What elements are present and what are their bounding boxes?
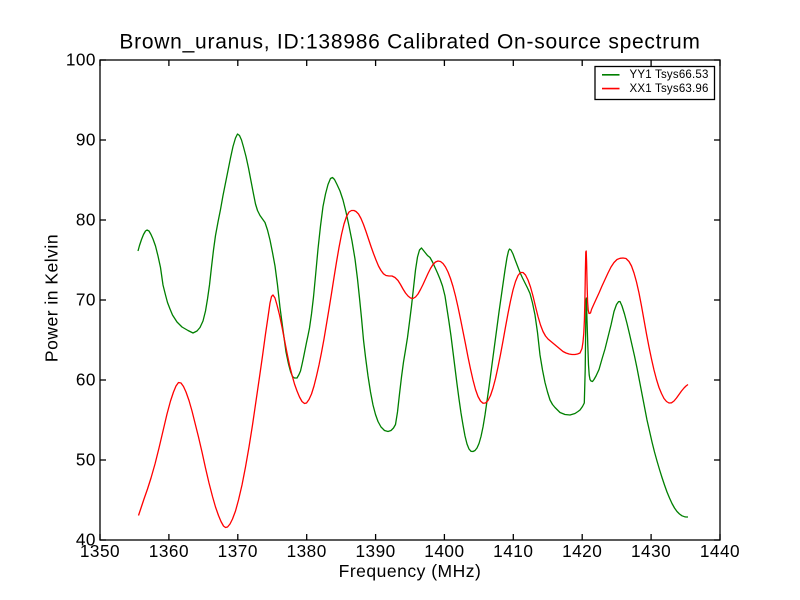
svg-text:Brown_uranus, ID:138986 Calibr: Brown_uranus, ID:138986 Calibrated On-so… (119, 31, 700, 54)
svg-text:90: 90 (76, 130, 96, 150)
svg-text:40: 40 (76, 530, 96, 550)
svg-text:1380: 1380 (287, 541, 327, 561)
svg-text:1360: 1360 (149, 541, 189, 561)
svg-text:50: 50 (76, 450, 96, 470)
svg-text:1410: 1410 (493, 541, 533, 561)
svg-text:1420: 1420 (562, 541, 602, 561)
svg-text:YY1 Tsys66.53: YY1 Tsys66.53 (630, 69, 709, 81)
svg-text:1350: 1350 (80, 541, 120, 561)
svg-text:100: 100 (66, 50, 96, 70)
svg-text:Frequency (MHz): Frequency (MHz) (339, 561, 482, 581)
svg-text:XX1 Tsys63.96: XX1 Tsys63.96 (630, 83, 709, 95)
svg-text:Power in Kelvin: Power in Kelvin (42, 234, 62, 362)
svg-text:1390: 1390 (355, 541, 395, 561)
svg-text:60: 60 (76, 370, 96, 390)
svg-text:70: 70 (76, 290, 96, 310)
svg-text:1400: 1400 (424, 541, 464, 561)
svg-text:1440: 1440 (700, 541, 740, 561)
svg-text:1370: 1370 (218, 541, 258, 561)
svg-text:80: 80 (76, 210, 96, 230)
svg-text:1430: 1430 (631, 541, 671, 561)
